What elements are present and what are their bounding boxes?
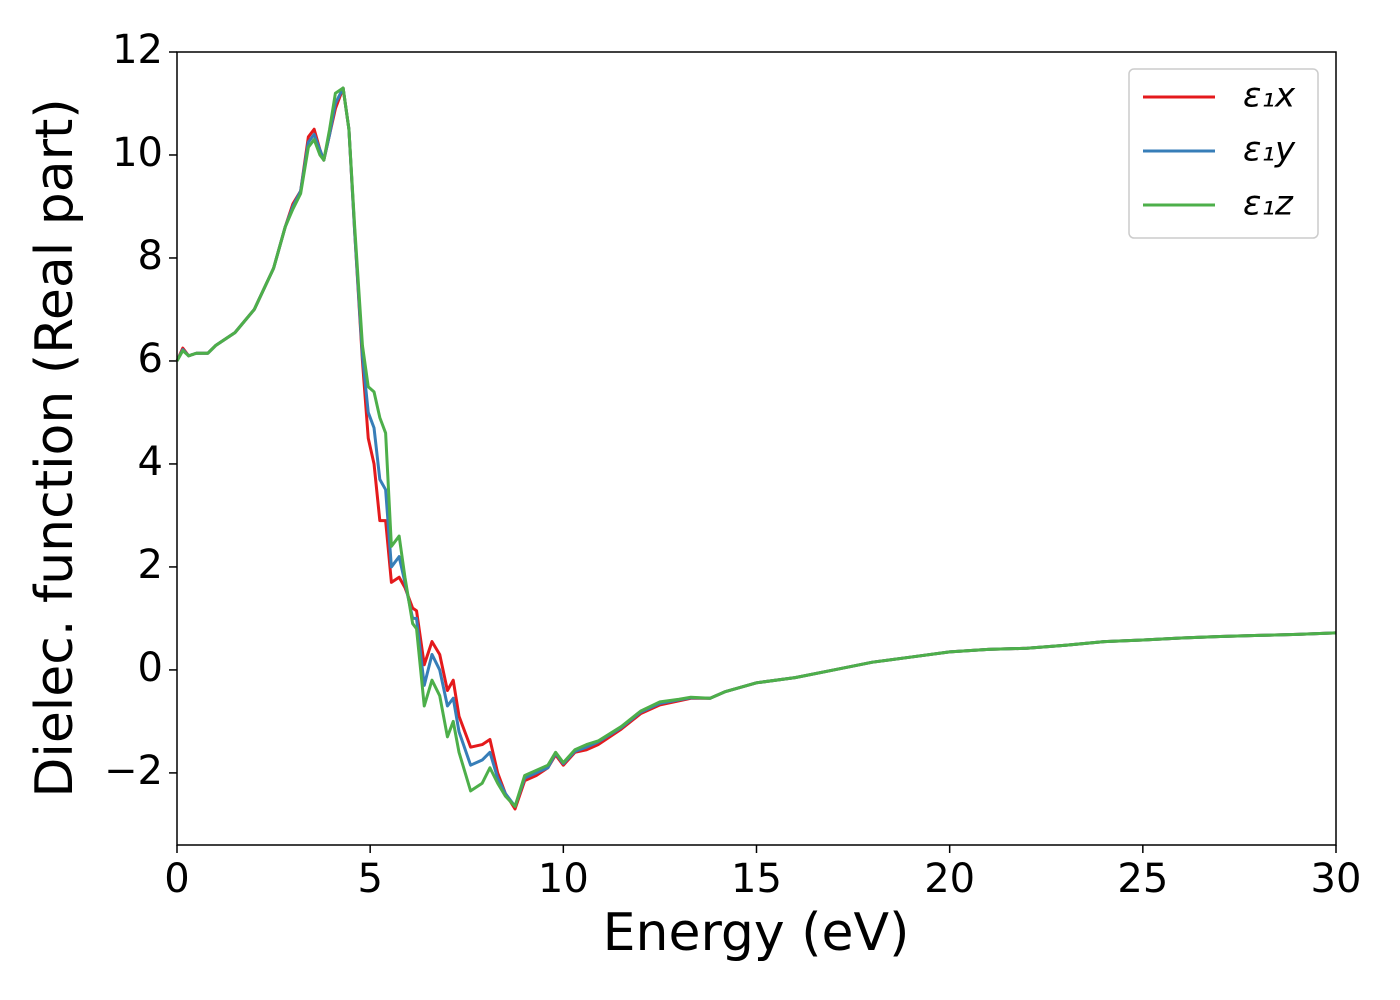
x-tick-label: 25 — [1117, 856, 1168, 902]
x-tick-label: 10 — [538, 856, 589, 902]
legend-box — [1128, 68, 1319, 239]
x-tick-label: 0 — [164, 856, 189, 902]
legend-label: ε₁y — [1243, 130, 1296, 170]
x-tick-label: 20 — [924, 856, 975, 902]
y-tick-label: −2 — [104, 748, 163, 794]
y-tick-label: 8 — [138, 233, 163, 279]
y-tick-label: 10 — [112, 130, 163, 176]
y-tick-label: 4 — [138, 439, 163, 485]
legend-label: ε₁x — [1243, 76, 1296, 116]
x-tick-label: 15 — [731, 856, 782, 902]
y-tick-label: 0 — [138, 645, 163, 691]
y-axis-label: Dielec. function (Real part) — [25, 98, 85, 797]
x-tick-label: 30 — [1311, 856, 1362, 902]
plot-frame — [176, 51, 1337, 846]
y-tick-label: 6 — [138, 336, 163, 382]
x-axis-label: Energy (eV) — [603, 903, 910, 963]
y-tick-label: 2 — [138, 542, 163, 588]
series-line — [175, 86, 1337, 808]
x-tick-label: 5 — [357, 856, 382, 902]
y-tick-label: 12 — [112, 27, 163, 73]
legend-label: ε₁z — [1243, 184, 1294, 224]
